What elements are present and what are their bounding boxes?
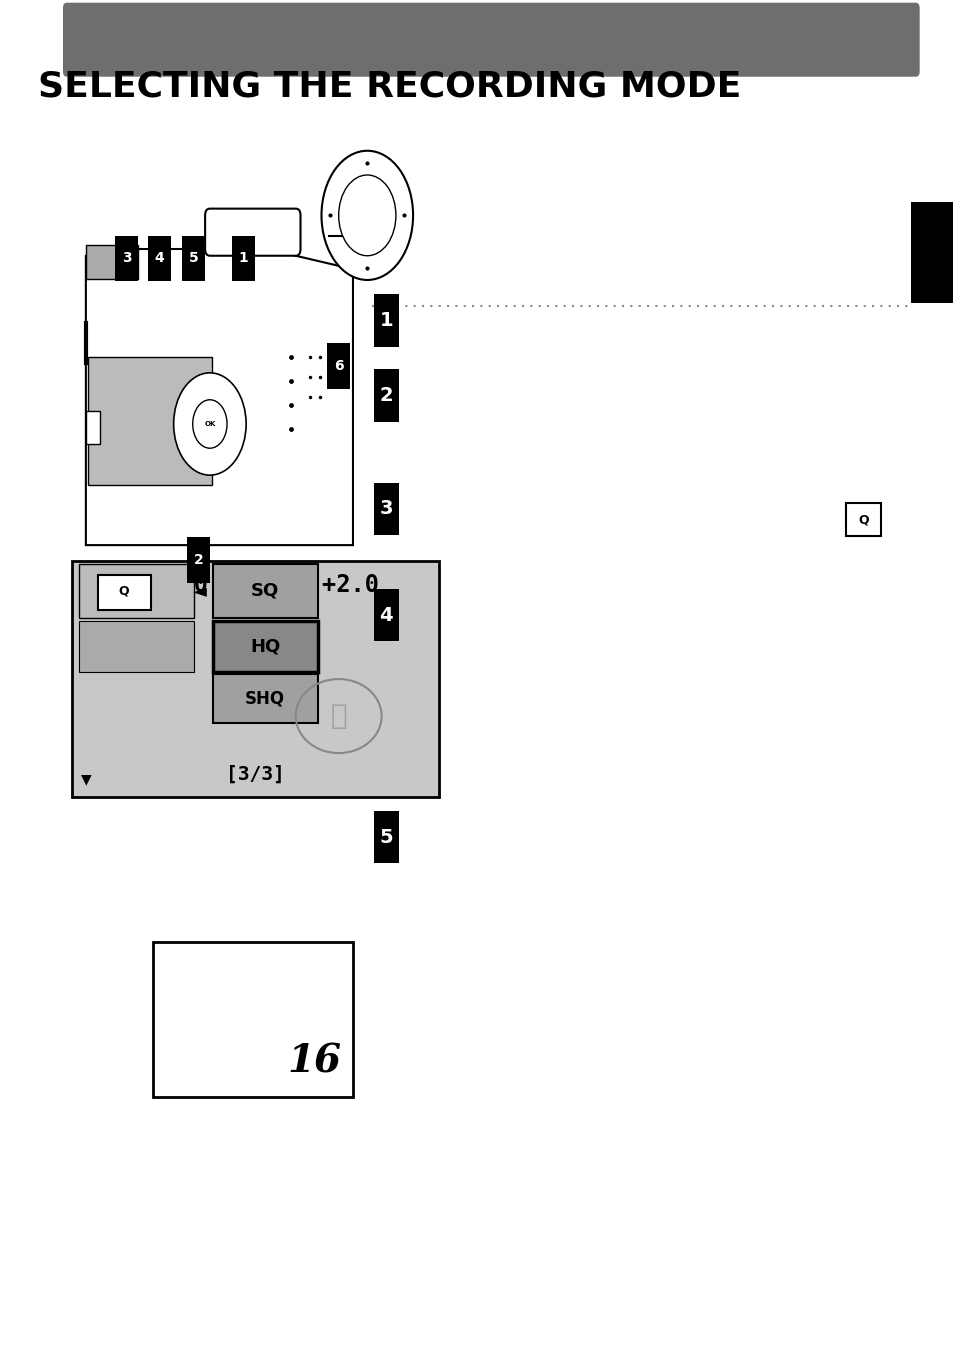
Bar [845,503,880,536]
Text: 3: 3 [379,499,393,518]
Bar [213,674,317,723]
Bar [910,202,953,303]
Text: ◄: ◄ [193,581,207,600]
FancyBboxPatch shape [205,209,300,256]
Text: 1: 1 [379,311,393,330]
Text: 5: 5 [189,252,198,265]
Text: 4: 4 [154,252,164,265]
Text: [3/3]: [3/3] [226,765,284,783]
Text: F2.0  1/800 +2.0: F2.0 1/800 +2.0 [151,572,378,596]
Text: Q: Q [118,584,130,598]
Text: ▼: ▼ [80,773,91,786]
Bar [79,564,193,618]
Bar [327,343,350,389]
Bar [67,8,915,65]
Text: 4: 4 [379,606,393,625]
Bar [213,564,317,618]
Bar [152,942,353,1097]
Bar [98,575,151,610]
Text: 2: 2 [379,386,393,405]
Polygon shape [210,222,295,249]
Polygon shape [86,249,353,545]
Text: 5: 5 [379,828,393,847]
Bar [213,621,317,672]
Circle shape [321,151,413,280]
Bar [88,357,212,485]
Circle shape [173,373,246,475]
Bar [374,483,398,534]
Text: Q: Q [857,513,868,526]
Text: SHQ: SHQ [245,689,285,708]
Bar [148,236,171,281]
Bar [187,537,210,583]
Bar [232,236,254,281]
Text: HQ: HQ [250,637,280,656]
Text: SQ: SQ [251,581,279,600]
Text: 16: 16 [287,1043,341,1081]
Bar [374,810,398,864]
Bar [374,588,398,641]
Text: 2: 2 [193,553,203,567]
Text: 1: 1 [238,252,248,265]
Bar [374,369,398,423]
Bar [182,236,205,281]
Bar [86,245,138,279]
Bar [71,561,438,797]
Text: SELECTING THE RECORDING MODE: SELECTING THE RECORDING MODE [38,70,740,104]
Circle shape [193,400,227,448]
Text: 6: 6 [334,359,343,373]
Bar [115,236,138,281]
Bar [374,293,398,346]
Text: 🐕: 🐕 [330,703,347,730]
Text: 3: 3 [122,252,132,265]
Text: ▲: ▲ [80,572,91,586]
Circle shape [338,175,395,256]
Bar [86,411,100,444]
Text: OK: OK [204,421,215,427]
FancyBboxPatch shape [63,3,919,77]
Bar [79,621,193,672]
